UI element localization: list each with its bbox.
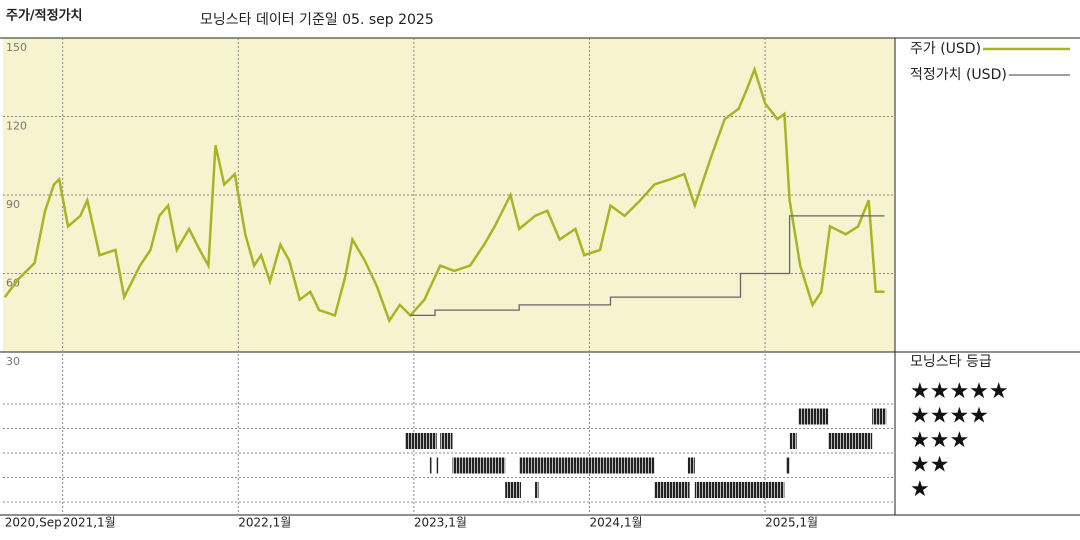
- rating-label: ★★★★★: [910, 379, 1009, 404]
- rating-bar: [694, 482, 785, 498]
- x-tick-label: 2024,1월: [589, 516, 642, 530]
- x-tick-label: 2022,1월: [238, 516, 291, 530]
- rating-label: ★★★: [910, 428, 969, 453]
- chart-subtitle: 모닝스타 데이터 기준일 05. sep 2025: [200, 12, 434, 28]
- rating-bar: [872, 408, 887, 425]
- legend-label: 적정가치 (USD): [910, 67, 1007, 83]
- y-tick-label: 30: [6, 355, 20, 368]
- rating-bar: [452, 457, 506, 474]
- rating-bar: [798, 408, 829, 425]
- rating-bar: [519, 457, 655, 474]
- y-tick-label: 150: [6, 41, 27, 54]
- rating-bar: [789, 433, 797, 449]
- rating-bar: [440, 433, 453, 449]
- frame: [0, 37, 1080, 516]
- x-tick-label: 2020,Sep: [5, 516, 62, 530]
- rating-label: ★★★★: [910, 404, 989, 429]
- x-tick-label: 2021,1월: [63, 516, 116, 530]
- rating-bar: [429, 457, 432, 474]
- series-line: [410, 215, 885, 317]
- rating-label: ★: [910, 477, 930, 502]
- rating-bar: [436, 457, 439, 474]
- rating-title: 모닝스타 등급: [910, 354, 992, 370]
- rating-bar: [828, 433, 873, 449]
- rating-label: ★★: [910, 453, 949, 478]
- y-tick-label: 120: [6, 120, 27, 133]
- legend-label: 주가 (USD): [910, 41, 981, 57]
- rating-bar: [535, 482, 539, 498]
- x-tick-label: 2025,1월: [765, 516, 818, 530]
- y-tick-label: 90: [6, 198, 20, 211]
- rating-bar: [687, 457, 695, 474]
- rating-bar: [405, 433, 437, 449]
- rating-bar: [654, 482, 690, 498]
- chart-title: 주가/적정가치: [6, 8, 83, 24]
- rating-bar: [786, 457, 790, 474]
- x-tick-label: 2023,1월: [414, 516, 467, 530]
- rating-bar: [505, 482, 521, 498]
